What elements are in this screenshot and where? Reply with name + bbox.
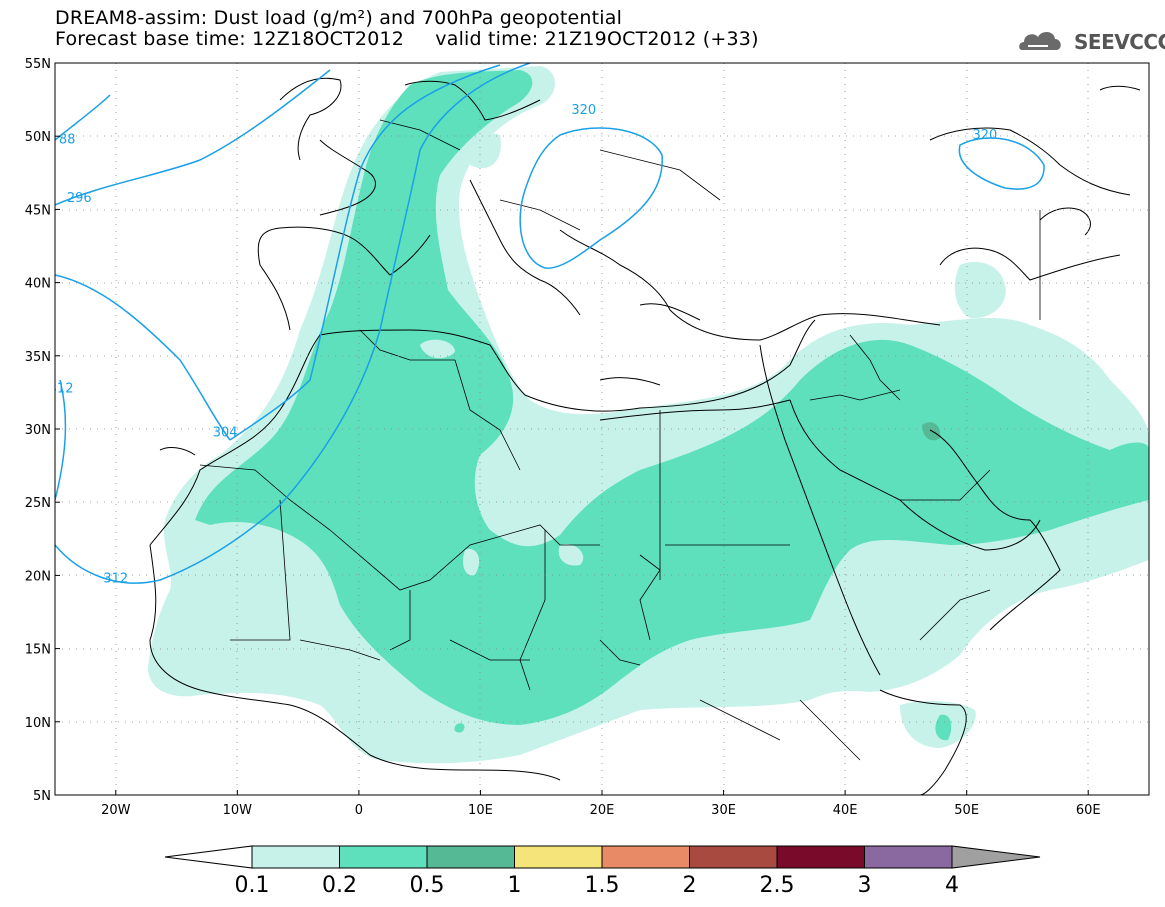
colorbar-segment [689, 845, 778, 869]
lon-label: 0 [355, 803, 363, 818]
lat-label: 40N [25, 277, 51, 292]
lon-label: 50E [954, 803, 979, 818]
chart-subtitle-times: Forecast base time: 12Z18OCT2012 valid t… [55, 28, 759, 50]
coastlines [149, 77, 1141, 795]
latitude-labels: 55N 50N 45N 40N 35N 30N 25N 20N 15N 10N 5N [25, 57, 60, 804]
lat-label: 20N [25, 569, 51, 584]
colorbar-segment [514, 845, 603, 869]
colorbar-segment [426, 845, 515, 869]
contour-label: 296 [67, 191, 92, 206]
chart-title: DREAM8-assim: Dust load (g/m²) and 700hP… [55, 7, 623, 29]
contour-label: 312 [49, 381, 74, 396]
lat-label: 25N [25, 496, 51, 511]
country-borders [199, 119, 1041, 761]
lat-label: 45N [25, 203, 51, 218]
lat-label: 50N [25, 130, 51, 145]
colorbar-label: 0.5 [410, 873, 445, 898]
colorbar-segment [339, 845, 428, 869]
lon-label: 20E [590, 803, 615, 818]
cloud-icon [1019, 31, 1061, 50]
colorbar-over-arrow [951, 845, 1041, 869]
contour-label: 320 [972, 128, 997, 143]
colorbar-label: 2.5 [760, 873, 795, 898]
lon-label: 20W [101, 803, 131, 818]
colorbar-label: 1 [508, 873, 522, 898]
lon-label: 10E [468, 803, 493, 818]
contour-label: 320 [571, 103, 596, 118]
colorbar-segment [776, 845, 865, 869]
dust-shade-0.2 [195, 70, 1149, 741]
lat-label: 35N [25, 350, 51, 365]
dust-shade-holes [420, 339, 912, 631]
lat-label: 5N [33, 789, 51, 804]
contour-label: 312 [103, 572, 128, 587]
colorbar-segment [601, 845, 690, 869]
longitude-labels: 20W 10W 0 10E 20E 30E 40E 50E 60E [101, 790, 1101, 818]
colorbar-label: 1.5 [585, 873, 620, 898]
lat-label: 15N [25, 643, 51, 658]
dust-shade-0.5 [922, 422, 941, 441]
colorbar: 0.1 0.2 0.5 1 1.5 2 2.5 3 4 [164, 845, 1041, 898]
logo-text: SEEVCCC [1074, 30, 1165, 54]
geopotential-contours [55, 63, 1045, 584]
lon-label: 10W [223, 803, 253, 818]
contour-label: 304 [213, 425, 238, 440]
contour-labels: 88 296 304 312 312 320 320 [49, 103, 997, 587]
lon-label: 60E [1076, 803, 1101, 818]
colorbar-label: 3 [858, 873, 872, 898]
colorbar-label: 2 [683, 873, 697, 898]
colorbar-under-arrow [164, 845, 253, 869]
colorbar-segment [251, 845, 340, 869]
lon-label: 30E [711, 803, 736, 818]
lat-label: 55N [25, 57, 51, 72]
colorbar-label: 4 [945, 873, 959, 898]
colorbar-label: 0.2 [322, 873, 357, 898]
lat-label: 30N [25, 423, 51, 438]
colorbar-label: 0.1 [235, 873, 270, 898]
colorbar-segment [864, 845, 953, 869]
lon-label: 40E [833, 803, 858, 818]
contour-label: 88 [59, 133, 76, 148]
lat-label: 10N [25, 716, 51, 731]
graticule [55, 63, 1149, 795]
